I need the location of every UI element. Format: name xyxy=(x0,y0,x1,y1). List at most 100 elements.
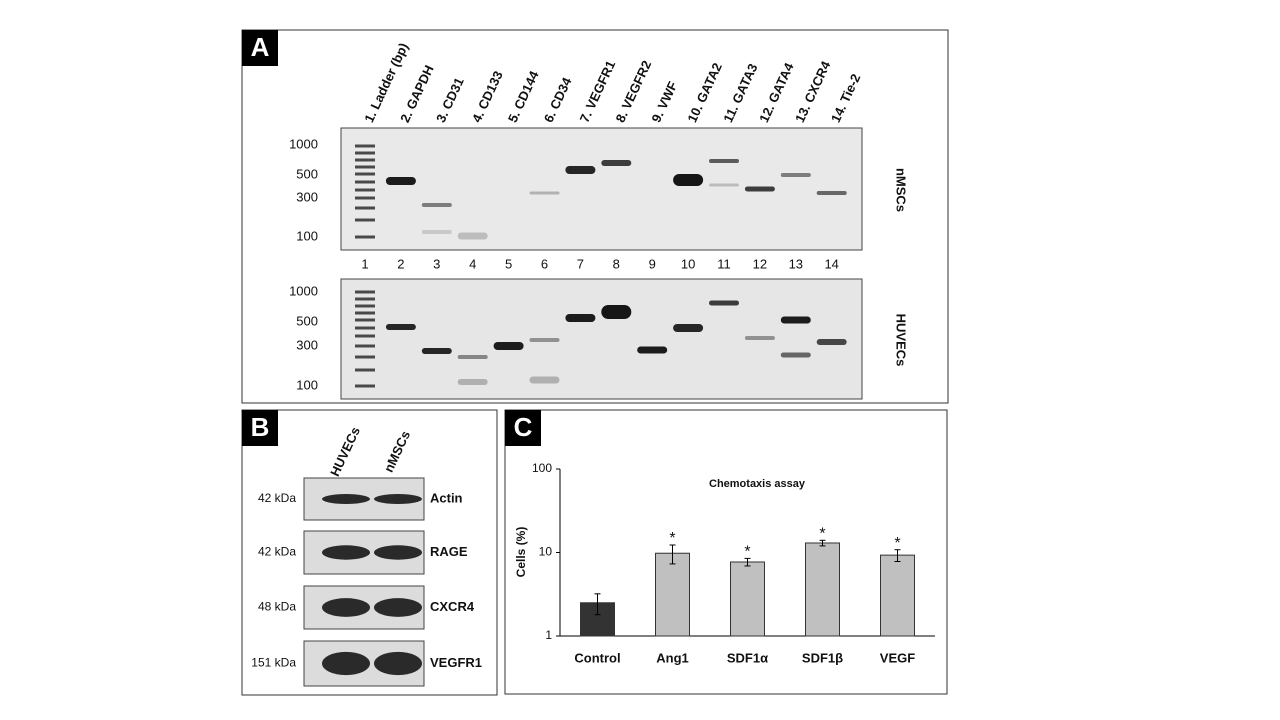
ladder-band xyxy=(355,311,375,315)
ladder-band xyxy=(355,304,375,308)
blot-band xyxy=(374,545,422,560)
gel-band xyxy=(816,339,847,345)
protein-label: Actin xyxy=(430,490,463,505)
x-tick-label: VEGF xyxy=(880,650,915,665)
gel-band xyxy=(565,166,596,174)
lane-label: 8. VEGFR2 xyxy=(613,58,655,125)
lane-number: 2 xyxy=(397,256,404,271)
lane-number: 1 xyxy=(361,256,368,271)
lane-label: 6. CD34 xyxy=(541,74,575,124)
lane-label: 3. CD31 xyxy=(433,75,467,125)
significance: * xyxy=(819,526,825,543)
lane-label: 11. GATA3 xyxy=(720,61,760,125)
size-marker: 1000 xyxy=(289,136,318,151)
ladder-band xyxy=(355,172,375,176)
gel-band xyxy=(780,173,811,177)
gel-band xyxy=(601,305,632,319)
column-label: nMSCs xyxy=(381,428,413,474)
blot-band xyxy=(322,651,370,676)
blot-band xyxy=(374,598,422,617)
gel-band xyxy=(529,376,560,384)
lane-number: 11 xyxy=(717,256,731,271)
ladder-band xyxy=(355,318,375,322)
x-tick-label: SDF1α xyxy=(727,650,768,665)
lane-label: 12. GATA4 xyxy=(756,60,797,125)
panel-label: C xyxy=(514,412,533,442)
lane-label: 10. GATA2 xyxy=(684,61,725,125)
y-axis-label: Cells (%) xyxy=(514,527,528,578)
gel-band xyxy=(529,191,560,195)
lane-number: 13 xyxy=(789,256,803,271)
significance: * xyxy=(744,544,750,561)
bar xyxy=(805,542,840,637)
kda-label: 151 kDa xyxy=(251,656,296,670)
gel-band xyxy=(529,338,560,342)
protein-label: RAGE xyxy=(430,544,468,559)
gel xyxy=(340,278,863,400)
gel-band xyxy=(780,352,811,358)
gel-band xyxy=(673,174,704,186)
panel-a-badge xyxy=(242,30,278,66)
panel-c-badge xyxy=(505,410,541,446)
lane-number: 4 xyxy=(469,256,476,271)
lane-number: 6 xyxy=(541,256,548,271)
protein-label: VEGFR1 xyxy=(430,655,482,670)
gel-band xyxy=(457,355,488,359)
column-label: HUVECs xyxy=(327,424,363,478)
panel-c-frame xyxy=(504,409,948,695)
kda-label: 42 kDa xyxy=(258,491,296,505)
lane-number: 12 xyxy=(753,256,767,271)
x-tick-label: Control xyxy=(574,650,620,665)
protein-label: CXCR4 xyxy=(430,599,475,614)
lane-number: 5 xyxy=(505,256,512,271)
bar xyxy=(880,554,915,637)
ladder-band xyxy=(355,158,375,162)
gel-band xyxy=(493,342,524,350)
gel-band xyxy=(709,300,739,306)
ladder-band xyxy=(355,368,375,372)
western-blots xyxy=(303,477,425,687)
blot-band xyxy=(374,494,422,504)
panel-label: B xyxy=(251,412,270,442)
gel-band xyxy=(601,160,632,166)
ladder-band xyxy=(355,188,375,192)
ladder-band xyxy=(355,218,375,222)
lane-number: 8 xyxy=(613,256,620,271)
blot-band xyxy=(322,494,370,504)
lane-label: 2. GAPDH xyxy=(397,63,437,125)
gel-band xyxy=(780,316,811,324)
gel-band xyxy=(457,379,488,385)
lane-label: 7. VEGFR1 xyxy=(577,58,619,125)
gel-band xyxy=(385,324,416,330)
gel-band xyxy=(421,230,452,234)
size-marker: 1000 xyxy=(289,283,318,298)
x-tick-label: Ang1 xyxy=(656,650,689,665)
y-tick-label: 1 xyxy=(545,628,552,642)
chart-title: Chemotaxis assay xyxy=(709,478,806,490)
y-tick-label: 10 xyxy=(539,545,553,559)
bar xyxy=(730,561,765,637)
y-tick-label: 100 xyxy=(532,461,552,475)
ladder-band xyxy=(355,344,375,348)
blot-band xyxy=(322,598,370,617)
gel-band xyxy=(565,314,596,322)
lane-label: 14. Tie-2 xyxy=(828,71,863,124)
gel-band xyxy=(744,336,775,340)
size-marker: 300 xyxy=(296,337,318,352)
size-marker: 300 xyxy=(296,189,318,204)
ladder-band xyxy=(355,334,375,338)
lane-label: 4. CD133 xyxy=(469,69,506,125)
ladder-band xyxy=(355,297,375,301)
gel-band xyxy=(457,232,488,240)
significance: * xyxy=(894,535,900,552)
ladder-band xyxy=(355,206,375,210)
gel-band xyxy=(385,177,416,185)
ladder-band xyxy=(355,144,375,148)
lane-number: 3 xyxy=(433,256,440,271)
lane-label: 13. CXCR4 xyxy=(792,58,834,125)
panel-a-frame xyxy=(241,29,949,404)
lane-number: 10 xyxy=(681,256,695,271)
kda-label: 42 kDa xyxy=(258,545,296,559)
size-marker: 100 xyxy=(296,228,318,243)
cell-type-label: HUVECs xyxy=(894,314,909,367)
